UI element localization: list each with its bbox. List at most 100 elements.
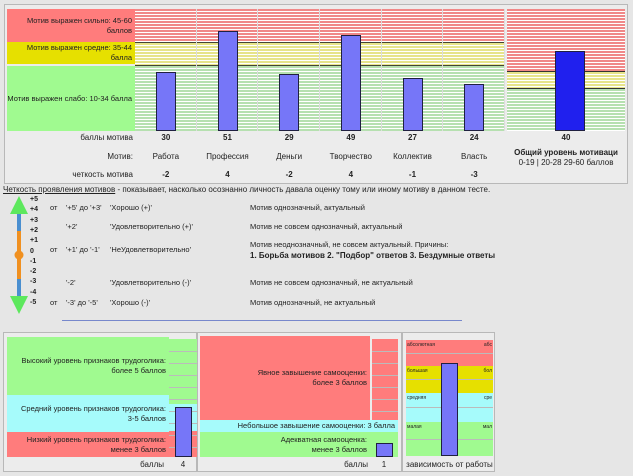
legend-grade: 'Удовлетворительно (+)' [110, 222, 193, 231]
dependence-panel: абсолютная абс большая бол средняя сре малая ма… [402, 332, 495, 472]
motive-name: Профессия [206, 152, 249, 161]
workaholic-low-band: Низкий уровень признаков трудоголика: мен… [7, 432, 169, 457]
selfesteem-high-range: более 3 баллов [312, 378, 367, 387]
clarity-scale-arrow-icon [10, 196, 28, 314]
scores-row-label: баллы мотива [80, 133, 133, 142]
dependence-level-label: малая [407, 424, 422, 430]
motive-bar [155, 71, 176, 131]
workaholic-value: 4 [180, 460, 186, 469]
legend-desc: Мотив однозначный, актуальный [250, 203, 365, 212]
dependence-bar [441, 363, 458, 456]
motive-column [258, 9, 320, 131]
selfesteem-low-text: Адекватная самооценка: [280, 434, 367, 444]
motive-clarity: -2 [285, 170, 293, 179]
scale-tick: -5 [30, 299, 37, 306]
motive-bar [402, 77, 423, 131]
scale-tick: +4 [30, 206, 38, 214]
legend-grade: 'НеУдовлетворительно' [110, 245, 192, 254]
motive-name: Работа [152, 152, 180, 161]
overall-ranges: 0-19 | 20-28 29-60 баллов [518, 158, 614, 167]
band-strong-text: Мотив выражен сильно: 45-60 баллов [26, 15, 132, 35]
dependence-label: зависимость от работы [406, 460, 493, 469]
legend-range: '-2' [66, 278, 76, 287]
clarity-intro-link[interactable]: Четкость проявления мотивов [3, 185, 116, 194]
overall-value: 40 [561, 133, 571, 142]
workaholic-low-text: Низкий уровень признаков трудоголика: [26, 434, 166, 444]
selfesteem-low-band: Адекватная самооценка: менее 3 баллов [200, 432, 370, 457]
motive-row-label: Мотив: [107, 152, 133, 161]
selfesteem-panel: Явное завышение самооценки: более 3 балло… [197, 332, 402, 472]
motive-plot [135, 9, 505, 131]
workaholic-mid-range: 3-5 баллов [127, 413, 166, 423]
clarity-row-label: четкость мотива [72, 170, 133, 179]
workaholic-mid-text: Средний уровень признаков трудоголика: [21, 403, 166, 413]
selfesteem-bar [376, 443, 393, 457]
dependence-level-label-right: бол [483, 368, 492, 374]
motive-score: 29 [284, 133, 294, 142]
motive-bar [464, 83, 485, 131]
dependence-level-label-right: мал [482, 424, 492, 430]
motive-score: 24 [469, 133, 479, 142]
legend-range: '+1' до '-1' [66, 245, 100, 254]
scale-tick: -3 [30, 278, 37, 286]
overall-title: Общий уровень мотиваци [514, 148, 618, 157]
motive-bar [340, 34, 361, 131]
selfesteem-value: 1 [381, 460, 387, 469]
overall-plot [507, 9, 625, 131]
legend-grade: 'Хорошо (-)' [110, 298, 151, 307]
motive-clarity: -1 [408, 170, 417, 179]
workaholic-panel: Высокий уровень признаков трудоголика: бо… [3, 332, 197, 472]
motivation-panel: Мотив выражен сильно: 45-60 баллов Мотив… [4, 4, 628, 184]
clarity-intro: Четкость проявления мотивов - показывает… [3, 185, 490, 194]
dependence-level-label: средняя [407, 395, 427, 401]
overall-bar [555, 51, 585, 131]
motive-name: Коллектив [393, 152, 432, 161]
motive-clarity: 4 [348, 170, 354, 179]
legend-reasons: 1. Борьба мотивов 2. "Подбор" ответов 3.… [250, 251, 496, 260]
legend-range: '+2' [66, 222, 78, 231]
scale-tick: 0 [30, 247, 34, 255]
band-weak-label: Мотив выражен слабо: 10-34 балла [7, 66, 135, 131]
legend-from: от [50, 203, 58, 212]
legend-divider [62, 320, 462, 321]
dependence-level-label-right: абс [483, 342, 492, 348]
workaholic-label: баллы [140, 460, 164, 469]
motive-score: 49 [346, 133, 356, 142]
legend-from: от [50, 245, 58, 254]
legend-range: '-3' до '-5' [66, 298, 98, 307]
motive-score: 27 [408, 133, 417, 142]
legend-from: от [50, 298, 58, 307]
motive-bar [217, 30, 238, 131]
band-medium-label: Мотив выражен средне: 35-44 балла [7, 42, 135, 64]
scale-tick: -2 [30, 268, 37, 276]
selfesteem-high-text: Явное завышение самооценки: [257, 368, 367, 377]
band-medium-text: Мотив выражен средне: 35-44 балла [26, 43, 132, 62]
selfesteem-mid-text: Небольшое завышение самооценки: 3 балла [237, 421, 395, 430]
workaholic-high-band: Высокий уровень признаков трудоголика: бо… [7, 337, 169, 395]
motive-name: Творчество [329, 152, 372, 161]
motive-column [443, 9, 505, 131]
selfesteem-mid-band: Небольшое завышение самооценки: 3 балла [200, 420, 398, 432]
legend-desc: Мотив не совсем однозначный, актуальный [250, 222, 403, 231]
selfesteem-label: баллы [344, 460, 368, 469]
scale-tick: +1 [30, 237, 38, 245]
motive-score: 30 [161, 133, 171, 142]
motive-bar [279, 73, 300, 131]
selfesteem-low-range: менее 3 баллов [311, 444, 367, 454]
scale-tick: -4 [30, 288, 37, 296]
legend-desc: Мотив однозначный, не актуальный [250, 298, 376, 307]
motive-clarity: 4 [225, 170, 230, 179]
band-weak-text: Мотив выражен слабо: 10-34 балла [7, 93, 132, 103]
legend-desc: Мотив не совсем однозначный, не актуальн… [250, 278, 413, 287]
motive-score: 51 [223, 133, 232, 142]
motive-clarity: -3 [470, 170, 478, 179]
scale-tick: +5 [30, 196, 38, 203]
legend-desc: Мотив неоднозначный, не совсем актуальны… [250, 240, 449, 249]
motive-name: Власть [461, 152, 488, 161]
dependence-level-label-right: сре [483, 395, 492, 401]
motive-column [320, 9, 382, 131]
dependence-level-label: большая [407, 368, 428, 374]
workaholic-high-text: Высокий уровень признаков трудоголика: [21, 356, 166, 365]
legend-grade: 'Удовлетворительно (-)' [110, 278, 192, 287]
motive-name: Деньги [276, 152, 303, 161]
